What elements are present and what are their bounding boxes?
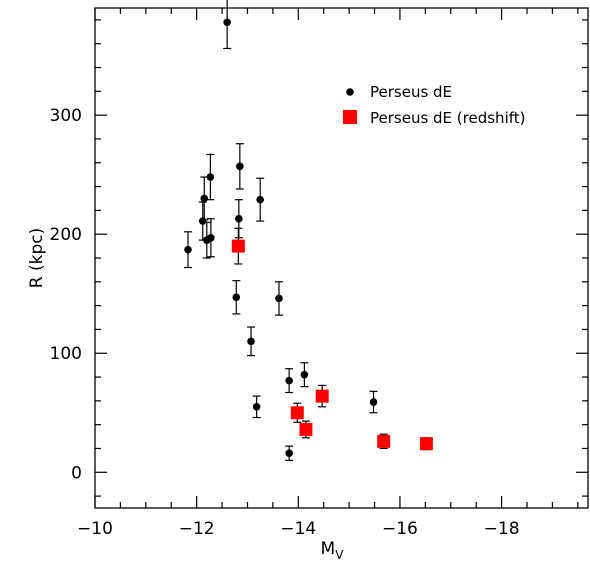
data-point-perseus-de <box>206 173 215 181</box>
axis-ticks <box>94 8 588 508</box>
data-point-perseus-de <box>198 217 207 225</box>
data-point-perseus-de-redshift <box>290 406 304 420</box>
x-tick-label: −18 <box>484 519 520 539</box>
data-point-perseus-de <box>369 398 378 406</box>
data-point-perseus-de-redshift <box>419 437 433 451</box>
data-point-perseus-de <box>223 18 231 27</box>
data-point-perseus-de <box>256 195 264 204</box>
data-point-perseus-de <box>236 162 244 171</box>
data-point-perseus-de <box>207 233 215 242</box>
data-point-perseus-de <box>275 294 283 303</box>
data-point-perseus-de <box>285 449 293 458</box>
legend-label-perseus-de: Perseus dE <box>370 83 452 101</box>
y-axis-title: R (kpc) <box>27 228 47 288</box>
data-point-perseus-de-redshift <box>231 239 245 253</box>
plot-frame <box>94 7 589 509</box>
data-point-perseus-de-redshift <box>315 389 329 403</box>
y-tick-label: 0 <box>71 463 82 483</box>
x-tick-label: −14 <box>280 519 316 539</box>
legend: Perseus dE Perseus dE (redshift) <box>343 83 526 127</box>
data-point-perseus-de <box>232 293 241 302</box>
x-axis-title-subscript: V <box>335 548 344 562</box>
y-tick-label: 100 <box>50 344 82 364</box>
y-tick-label: 200 <box>50 225 82 245</box>
x-axis-title-main: M <box>321 539 336 559</box>
data-point-perseus-de <box>285 376 293 385</box>
x-axis-title: MV <box>321 539 345 562</box>
data-point-perseus-de-redshift <box>299 422 313 436</box>
legend-marker-perseus-de-redshift <box>343 110 357 124</box>
error-bars <box>184 0 431 461</box>
data-point-perseus-de <box>235 214 243 223</box>
x-tick-label: −12 <box>179 519 215 539</box>
x-tick-label: −10 <box>77 519 113 539</box>
x-tick-label: −16 <box>382 519 418 539</box>
legend-label-perseus-de-redshift: Perseus dE (redshift) <box>370 109 526 127</box>
data-point-perseus-de-redshift <box>377 434 391 448</box>
data-point-perseus-de <box>247 337 255 346</box>
data-point-perseus-de <box>252 403 261 411</box>
y-tick-label: 300 <box>50 106 82 126</box>
legend-marker-perseus-de <box>346 88 354 96</box>
data-point-perseus-de <box>200 194 209 203</box>
data-point-perseus-de <box>184 245 192 254</box>
data-markers <box>184 18 433 458</box>
data-point-perseus-de <box>300 370 309 379</box>
